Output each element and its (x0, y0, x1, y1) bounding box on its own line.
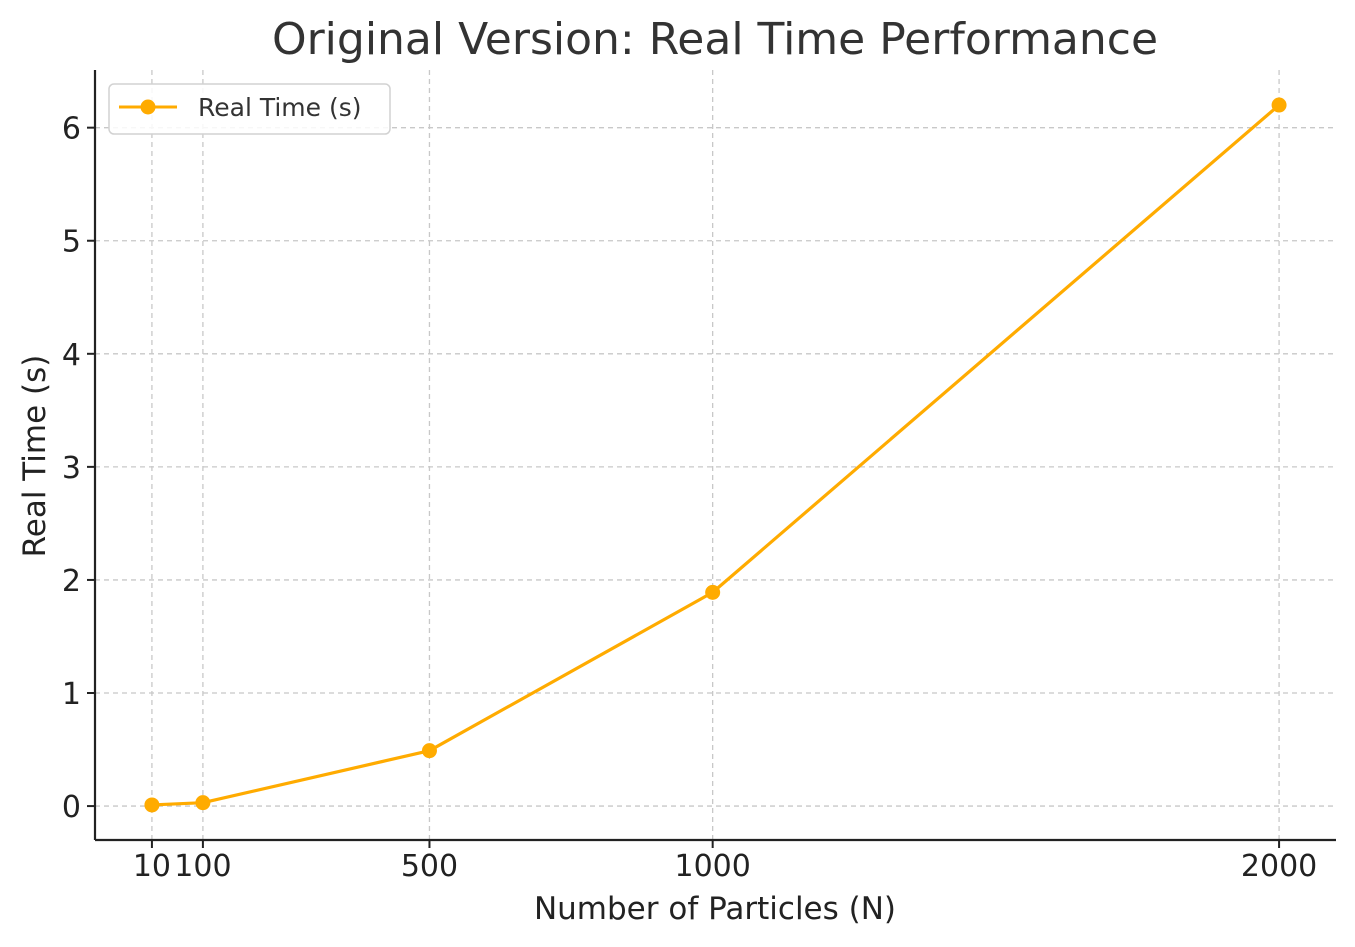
x-axis-ticks: 10 100 500 1000 2000 (133, 840, 1317, 884)
legend: Real Time (s) (108, 83, 391, 135)
y-tick-label: 1 (62, 677, 81, 712)
legend-swatch-marker (140, 99, 156, 115)
y-tick-label: 0 (62, 790, 81, 825)
y-tick-label: 4 (62, 338, 81, 373)
x-tick-label: 2000 (1241, 849, 1317, 884)
data-point (1271, 97, 1287, 113)
y-tick-label: 6 (62, 112, 81, 147)
legend-label: Real Time (s) (198, 93, 362, 122)
data-point (705, 584, 721, 600)
x-axis-label: Number of Particles (N) (534, 891, 896, 927)
x-tick-label: 10 (133, 849, 171, 884)
data-point (195, 795, 211, 811)
x-tick-label: 500 (401, 849, 458, 884)
grid (95, 70, 1336, 840)
data-point (144, 797, 160, 813)
y-tick-label: 3 (62, 451, 81, 486)
series-line (150, 103, 1281, 807)
x-tick-label: 1000 (674, 849, 750, 884)
chart-title: Original Version: Real Time Performance (272, 14, 1158, 65)
axes (93, 70, 1336, 842)
x-tick-label: 100 (174, 849, 231, 884)
series-group (144, 97, 1287, 813)
y-axis-label: Real Time (s) (17, 355, 53, 558)
y-tick-label: 5 (62, 225, 81, 260)
y-axis-ticks: 0 1 2 3 4 5 6 (62, 112, 95, 825)
data-point (421, 743, 437, 759)
y-tick-label: 2 (62, 564, 81, 599)
legend-frame (108, 83, 391, 135)
